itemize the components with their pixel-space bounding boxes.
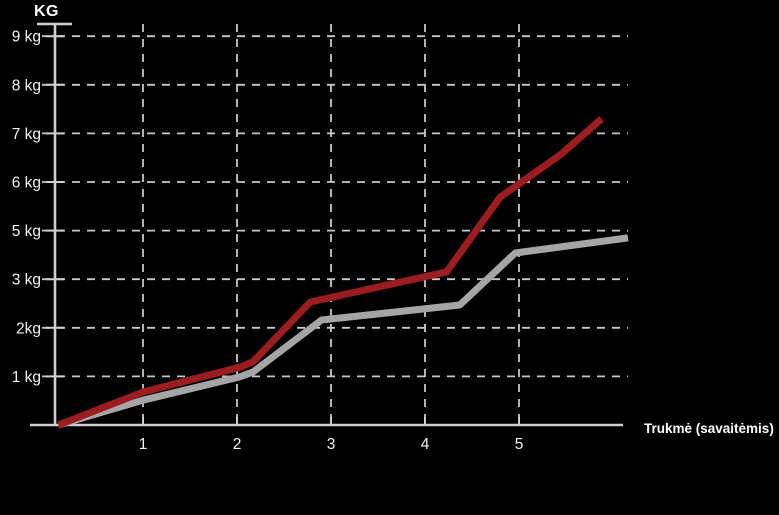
y-tick-label: 3 kg bbox=[12, 272, 41, 289]
axis-ticks bbox=[46, 35, 520, 424]
y-tick-label: 5 kg bbox=[12, 223, 41, 240]
x-axis-title: Trukmė (savaitėmis) bbox=[644, 421, 774, 436]
series-line-bulk-extreme bbox=[57, 116, 604, 429]
y-axis-title: KG bbox=[34, 3, 59, 20]
axes bbox=[30, 22, 623, 427]
y-tick-label: 1 kg bbox=[12, 369, 41, 386]
y-tick-label: 8 kg bbox=[12, 77, 41, 94]
x-tick-label: 5 bbox=[515, 436, 524, 453]
series-line-regular-training bbox=[57, 234, 629, 429]
line-chart-plot-area: 1 kg 2kg 3 kg 5 kg 6 kg 7 kg 8 kg 9 kg 1 2 3 4 5 bbox=[12, 22, 629, 453]
x-tick-label: 1 bbox=[139, 436, 148, 453]
series-lines bbox=[57, 116, 629, 429]
legend: Reguliarios treniruotės + mityba Regulia… bbox=[0, 468, 779, 508]
x-tick-label: 4 bbox=[421, 436, 430, 453]
y-tick-label: 9 kg bbox=[12, 29, 41, 46]
y-tick-label: 7 kg bbox=[12, 126, 41, 143]
gridlines bbox=[42, 24, 628, 425]
y-tick-label: 6 kg bbox=[12, 175, 41, 192]
y-tick-label: 2kg bbox=[16, 320, 41, 337]
x-tick-label: 2 bbox=[233, 436, 242, 453]
tick-labels: 1 kg 2kg 3 kg 5 kg 6 kg 7 kg 8 kg 9 kg 1 2 3 4 5 bbox=[12, 29, 524, 453]
x-tick-label: 3 bbox=[327, 436, 336, 453]
